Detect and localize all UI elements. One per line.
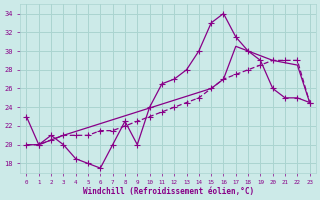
- X-axis label: Windchill (Refroidissement éolien,°C): Windchill (Refroidissement éolien,°C): [83, 187, 254, 196]
